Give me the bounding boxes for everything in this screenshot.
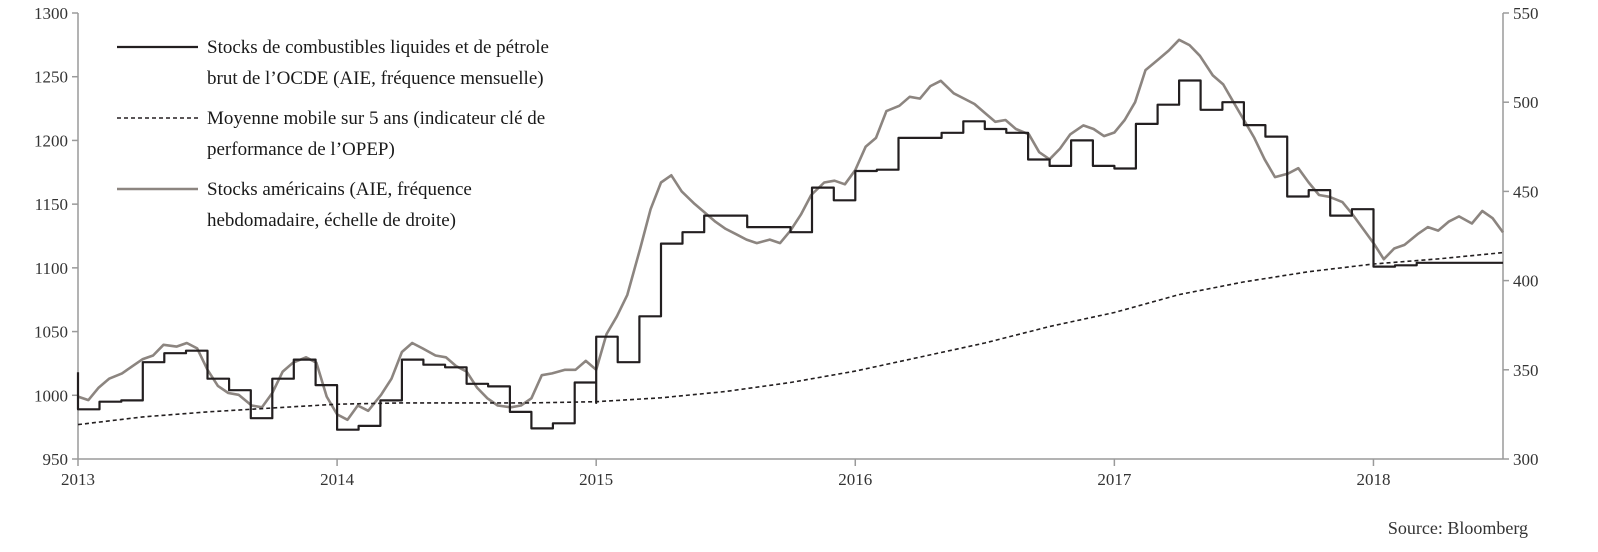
legend-label: Stocks de combustibles liquides et de pé…	[207, 37, 549, 58]
x-tick-label: 2018	[1356, 470, 1390, 489]
right-y-tick-label: 400	[1513, 272, 1539, 291]
x-tick-label: 2015	[579, 470, 613, 489]
series-line-1	[77, 251, 1504, 426]
right-y-tick-label: 450	[1513, 182, 1539, 201]
right-y-tick-label: 550	[1513, 4, 1539, 23]
left-y-tick-label: 1250	[34, 68, 68, 87]
x-tick-label: 2013	[61, 470, 95, 489]
legend-label: Moyenne mobile sur 5 ans (indicateur clé…	[207, 108, 545, 129]
legend: Stocks de combustibles liquides et de pé…	[117, 37, 549, 231]
series-layer	[76, 38, 1505, 431]
legend-label: brut de l’OCDE (AIE, fréquence mensuelle…	[207, 68, 544, 89]
left-y-tick-label: 1150	[35, 195, 68, 214]
source-label: Source: Bloomberg	[1388, 518, 1528, 538]
left-y-tick-label: 1000	[34, 386, 68, 405]
left-y-tick-label: 1100	[35, 259, 68, 278]
left-y-tick-label: 1050	[34, 323, 68, 342]
legend-label: performance de l’OPEP)	[207, 139, 395, 160]
x-tick-label: 2017	[1097, 470, 1132, 489]
right-y-tick-label: 500	[1513, 93, 1539, 112]
left-y-tick-label: 950	[43, 450, 69, 469]
left-y-tick-label: 1200	[34, 131, 68, 150]
right-y-tick-label: 350	[1513, 361, 1539, 380]
series-line-0	[76, 79, 1503, 431]
axes: 950 1000 1050 1100 1150 1200 1250 1300 300 350 400…	[34, 4, 1539, 489]
x-tick-label: 2016	[838, 470, 872, 489]
legend-label: hebdomadaire, échelle de droite)	[207, 210, 456, 231]
x-tick-label: 2014	[320, 470, 355, 489]
left-y-tick-label: 1300	[34, 4, 68, 23]
right-y-tick-label: 300	[1513, 450, 1539, 469]
legend-label: Stocks américains (AIE, fréquence	[207, 179, 472, 200]
